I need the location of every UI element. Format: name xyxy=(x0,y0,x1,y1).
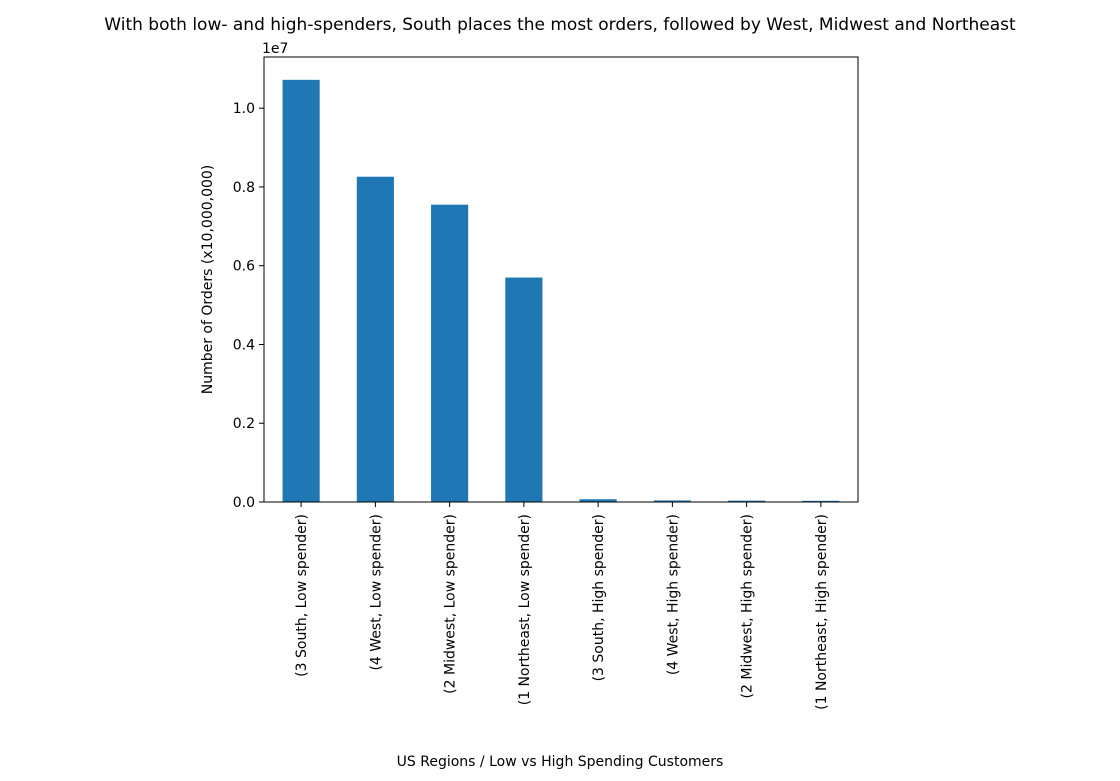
x-tick-label: (2 Midwest, High spender) xyxy=(740,514,756,698)
y-tick-label: 0.8 xyxy=(233,180,255,196)
bar-8 xyxy=(802,500,840,502)
bar-6 xyxy=(653,500,691,502)
y-tick-label: 0.0 xyxy=(233,495,255,511)
x-tick-label: (3 South, High spender) xyxy=(591,514,607,681)
x-tick-label: (4 West, Low spender) xyxy=(368,514,384,671)
y-tick-label: 1.0 xyxy=(233,101,255,117)
y-axis-offset-label: 1e7 xyxy=(262,41,288,57)
x-axis-label: US Regions / Low vs High Spending Custom… xyxy=(397,754,724,770)
x-tick-label: (2 Midwest, Low spender) xyxy=(443,514,459,694)
bar-1 xyxy=(282,79,320,503)
y-axis-ticks: 0.0 0.2 0.4 0.6 0.8 1.0 xyxy=(233,101,264,511)
bar-2 xyxy=(356,176,394,503)
x-tick-label: (3 South, Low spender) xyxy=(294,514,310,677)
bar-5 xyxy=(579,499,617,502)
y-axis-label: Number of Orders (x10,000,000) xyxy=(200,165,216,395)
x-tick-label: (1 Northeast, High spender) xyxy=(814,514,830,710)
x-axis-ticks: (3 South, Low spender) (4 West, Low spend… xyxy=(294,502,830,710)
plot-area-frame xyxy=(263,56,859,503)
y-tick-label: 0.2 xyxy=(233,416,255,432)
bar-3 xyxy=(431,204,469,502)
chart-title: With both low- and high-spenders, South … xyxy=(104,15,1016,35)
y-tick-label: 0.6 xyxy=(233,259,255,275)
x-tick-label: (4 West, High spender) xyxy=(665,514,681,675)
bars-layer xyxy=(282,79,840,503)
x-tick-label: (1 Northeast, Low spender) xyxy=(517,514,533,705)
bar-7 xyxy=(728,500,766,502)
y-tick-label: 0.4 xyxy=(233,337,255,353)
bar-4 xyxy=(505,277,543,502)
